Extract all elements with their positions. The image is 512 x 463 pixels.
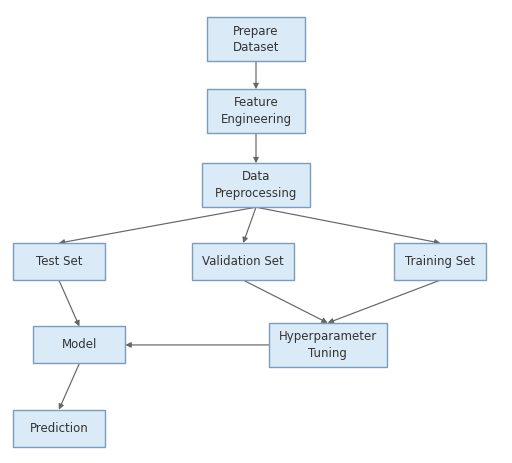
Text: Model: Model xyxy=(61,338,97,351)
FancyBboxPatch shape xyxy=(394,243,486,280)
FancyBboxPatch shape xyxy=(207,17,305,61)
FancyBboxPatch shape xyxy=(207,89,305,133)
FancyBboxPatch shape xyxy=(13,410,105,447)
Text: Prepare
Dataset: Prepare Dataset xyxy=(233,25,279,54)
Text: Training Set: Training Set xyxy=(406,255,475,268)
FancyBboxPatch shape xyxy=(202,163,310,207)
FancyBboxPatch shape xyxy=(192,243,294,280)
Text: Data
Preprocessing: Data Preprocessing xyxy=(215,170,297,200)
Text: Hyperparameter
Tuning: Hyperparameter Tuning xyxy=(279,330,377,360)
FancyBboxPatch shape xyxy=(33,326,125,363)
Text: Feature
Engineering: Feature Engineering xyxy=(221,96,291,126)
FancyBboxPatch shape xyxy=(269,323,387,367)
Text: Validation Set: Validation Set xyxy=(202,255,284,268)
FancyBboxPatch shape xyxy=(13,243,105,280)
Text: Test Set: Test Set xyxy=(36,255,82,268)
Text: Prediction: Prediction xyxy=(30,422,88,435)
